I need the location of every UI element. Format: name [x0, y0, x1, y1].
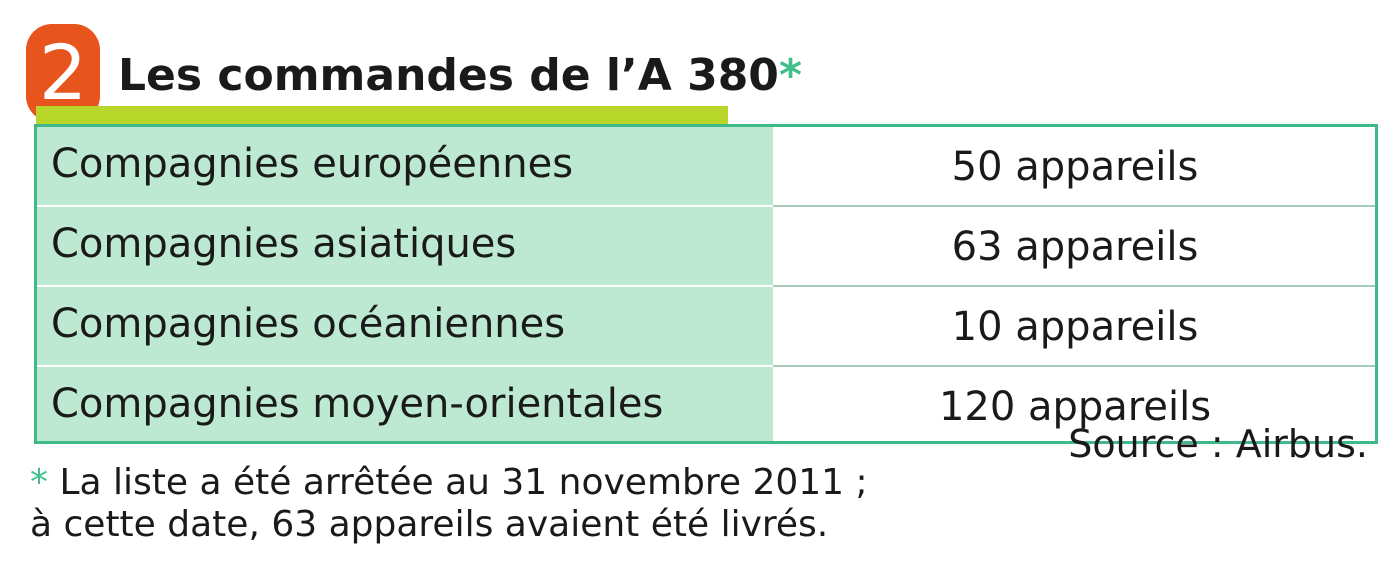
- row-divider: [37, 365, 1375, 367]
- row-value: 120 appareils: [938, 384, 1212, 430]
- title-underline: [36, 106, 728, 124]
- title-footnote-marker: *: [778, 50, 802, 101]
- footnote-line-1: * La liste a été arrêtée au 31 novembre …: [30, 462, 868, 504]
- source-credit: Source : Airbus.: [1068, 422, 1368, 466]
- table-row: Compagnies moyen-orientales 120 appareil…: [37, 367, 1375, 447]
- row-value: 63 appareils: [951, 224, 1199, 270]
- footnote-text-1: La liste a été arrêtée au 31 novembre 20…: [48, 462, 868, 503]
- row-value: 10 appareils: [951, 304, 1199, 350]
- row-label: Compagnies océaniennes: [51, 301, 566, 347]
- row-label: Compagnies européennes: [51, 141, 574, 187]
- label-column-background: [37, 127, 773, 441]
- footnote-marker: *: [30, 462, 48, 503]
- page-title: Les commandes de l’A 380*: [118, 46, 802, 106]
- table-row: Compagnies asiatiques 63 appareils: [37, 207, 1375, 287]
- row-divider: [37, 285, 1375, 287]
- table-row: Compagnies européennes 50 appareils: [37, 127, 1375, 207]
- title-text: Les commandes de l’A 380: [118, 50, 779, 101]
- footnote: * La liste a été arrêtée au 31 novembre …: [30, 462, 868, 546]
- table-row: Compagnies océaniennes 10 appareils: [37, 287, 1375, 367]
- section-number-badge: 2: [26, 24, 100, 122]
- row-label: Compagnies asiatiques: [51, 221, 517, 267]
- row-value: 50 appareils: [951, 144, 1199, 190]
- footnote-line-2: à cette date, 63 appareils avaient été l…: [30, 504, 829, 545]
- row-label: Compagnies moyen-orientales: [51, 381, 664, 427]
- row-divider: [37, 205, 1375, 207]
- orders-table: Compagnies européennes 50 appareils Comp…: [34, 124, 1378, 444]
